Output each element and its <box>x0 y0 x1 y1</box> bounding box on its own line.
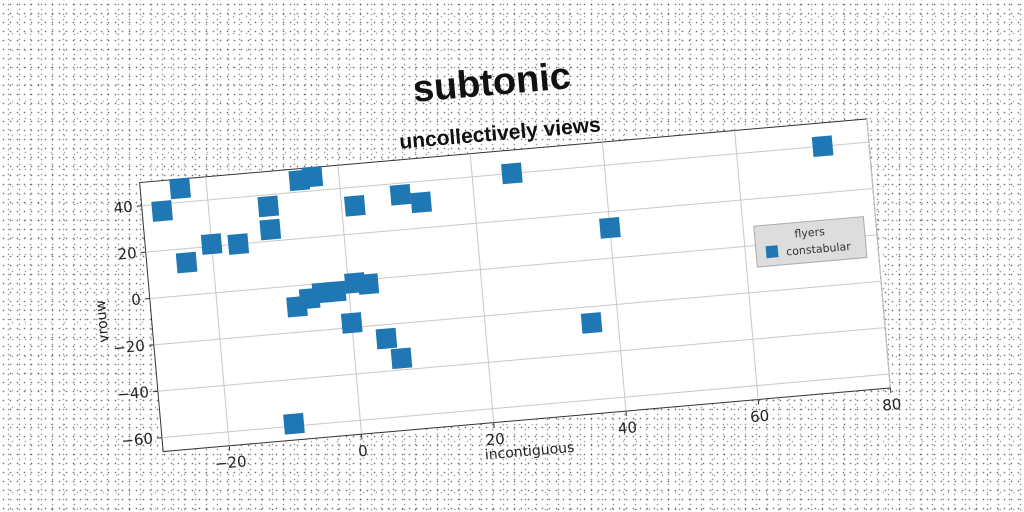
data-point <box>581 312 603 334</box>
data-point <box>376 328 398 350</box>
data-point <box>390 184 412 206</box>
data-point <box>176 252 198 274</box>
x-tick-label: 40 <box>617 418 638 438</box>
data-point <box>599 217 621 239</box>
legend-marker <box>766 245 779 258</box>
chart-title: subtonic <box>411 55 572 111</box>
x-tick-label: 80 <box>882 395 903 415</box>
y-tick-label: −40 <box>117 383 150 404</box>
data-point <box>812 135 834 157</box>
x-tick-label: 0 <box>357 442 368 461</box>
legend-title: flyers <box>794 225 826 241</box>
data-point <box>410 192 432 214</box>
data-point <box>391 347 413 369</box>
data-point <box>151 200 173 222</box>
data-point <box>325 281 347 303</box>
data-point <box>201 233 223 255</box>
data-point <box>344 195 366 217</box>
y-tick-label: 20 <box>117 244 138 264</box>
x-tick-label: −20 <box>214 452 247 473</box>
y-tick-label: 40 <box>113 198 134 218</box>
y-axis-label: vrouw <box>93 299 113 343</box>
y-tick-label: 0 <box>131 290 142 309</box>
data-point <box>358 273 380 295</box>
data-point <box>501 163 523 185</box>
data-point <box>257 196 279 218</box>
x-tick-label: 60 <box>749 407 770 427</box>
data-point <box>169 178 191 200</box>
y-tick-label: −60 <box>121 429 154 450</box>
data-point <box>259 219 281 241</box>
data-point <box>341 312 363 334</box>
y-tick-label: −20 <box>113 337 146 358</box>
data-point <box>283 413 305 435</box>
data-point <box>227 233 249 255</box>
data-point <box>302 166 324 188</box>
